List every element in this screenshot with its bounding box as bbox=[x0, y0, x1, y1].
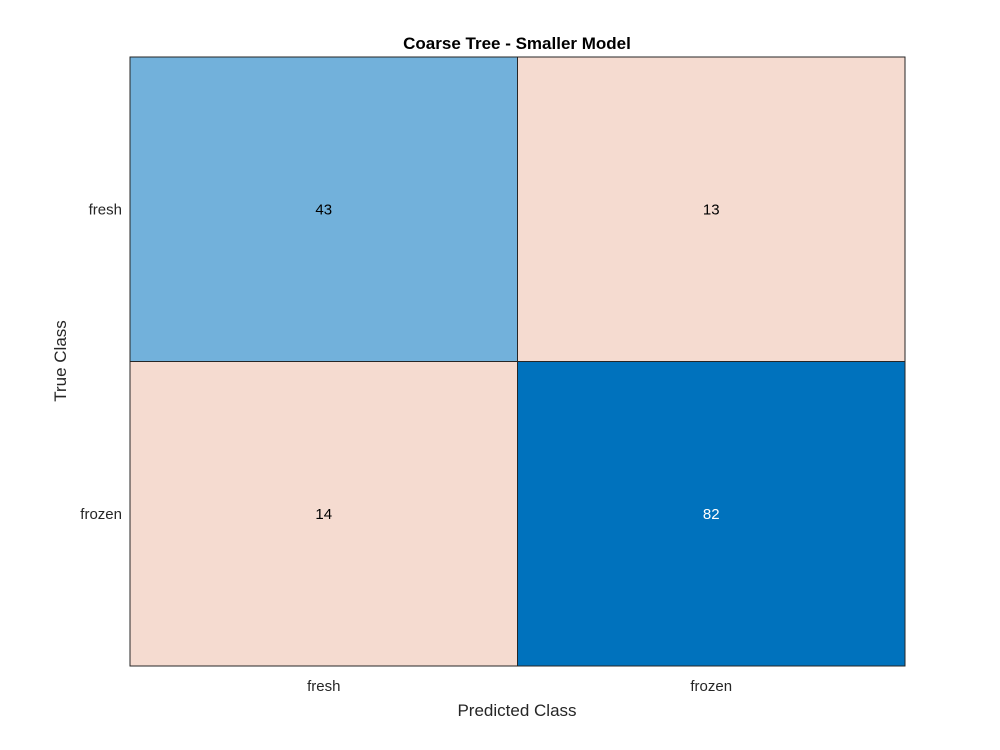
plot-area-border bbox=[129, 56, 906, 667]
cell-value-label: 82 bbox=[703, 506, 720, 523]
heatmap-cell bbox=[129, 361, 518, 667]
y-tick-label: fresh bbox=[89, 201, 122, 218]
cell-value-label: 13 bbox=[703, 201, 720, 218]
heatmap-cell bbox=[517, 361, 906, 667]
chart-title: Coarse Tree - Smaller Model bbox=[403, 34, 631, 53]
cell-value-label: 14 bbox=[315, 506, 332, 523]
x-tick-label: frozen bbox=[690, 678, 732, 695]
cell-value-label: 43 bbox=[315, 201, 332, 218]
x-axis-label: Predicted Class bbox=[457, 701, 576, 720]
y-axis-label: True Class bbox=[51, 320, 70, 402]
y-tick-labels: fresh frozen bbox=[80, 201, 122, 523]
x-tick-label: fresh bbox=[307, 678, 340, 695]
heatmap-cell bbox=[517, 56, 906, 362]
y-tick-label: frozen bbox=[80, 506, 122, 523]
x-tick-labels: fresh frozen bbox=[307, 678, 732, 695]
heatmap-cell bbox=[129, 56, 518, 362]
cell-value-labels: 43 13 14 82 bbox=[315, 201, 719, 523]
heatmap-cells bbox=[129, 56, 906, 667]
